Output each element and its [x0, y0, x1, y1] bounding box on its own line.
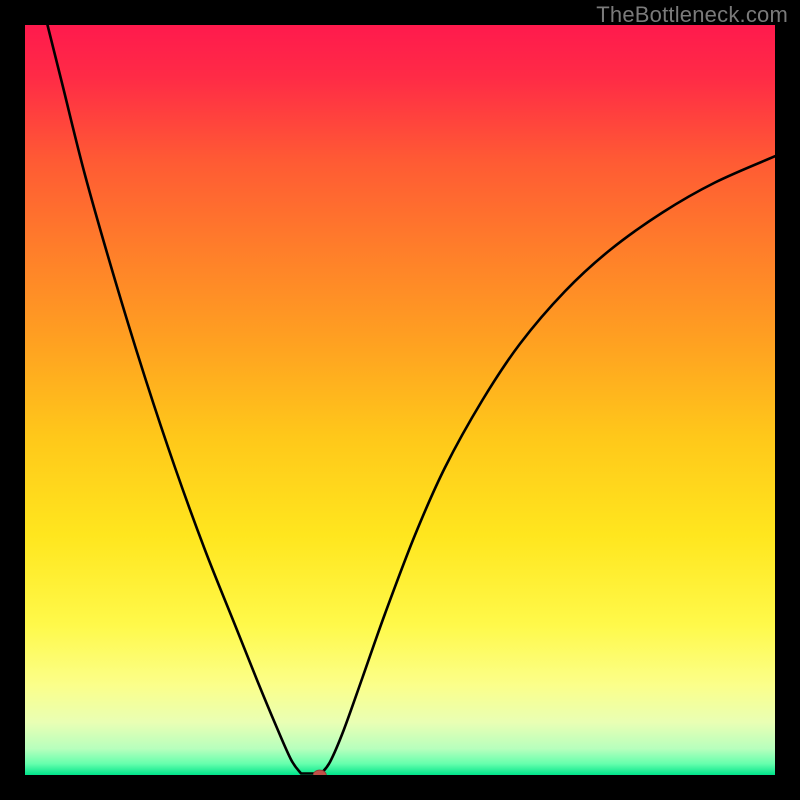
bottleneck-chart: [0, 0, 800, 800]
watermark-label: TheBottleneck.com: [596, 2, 788, 28]
chart-plot-area: [25, 25, 775, 775]
chart-container: TheBottleneck.com: [0, 0, 800, 800]
